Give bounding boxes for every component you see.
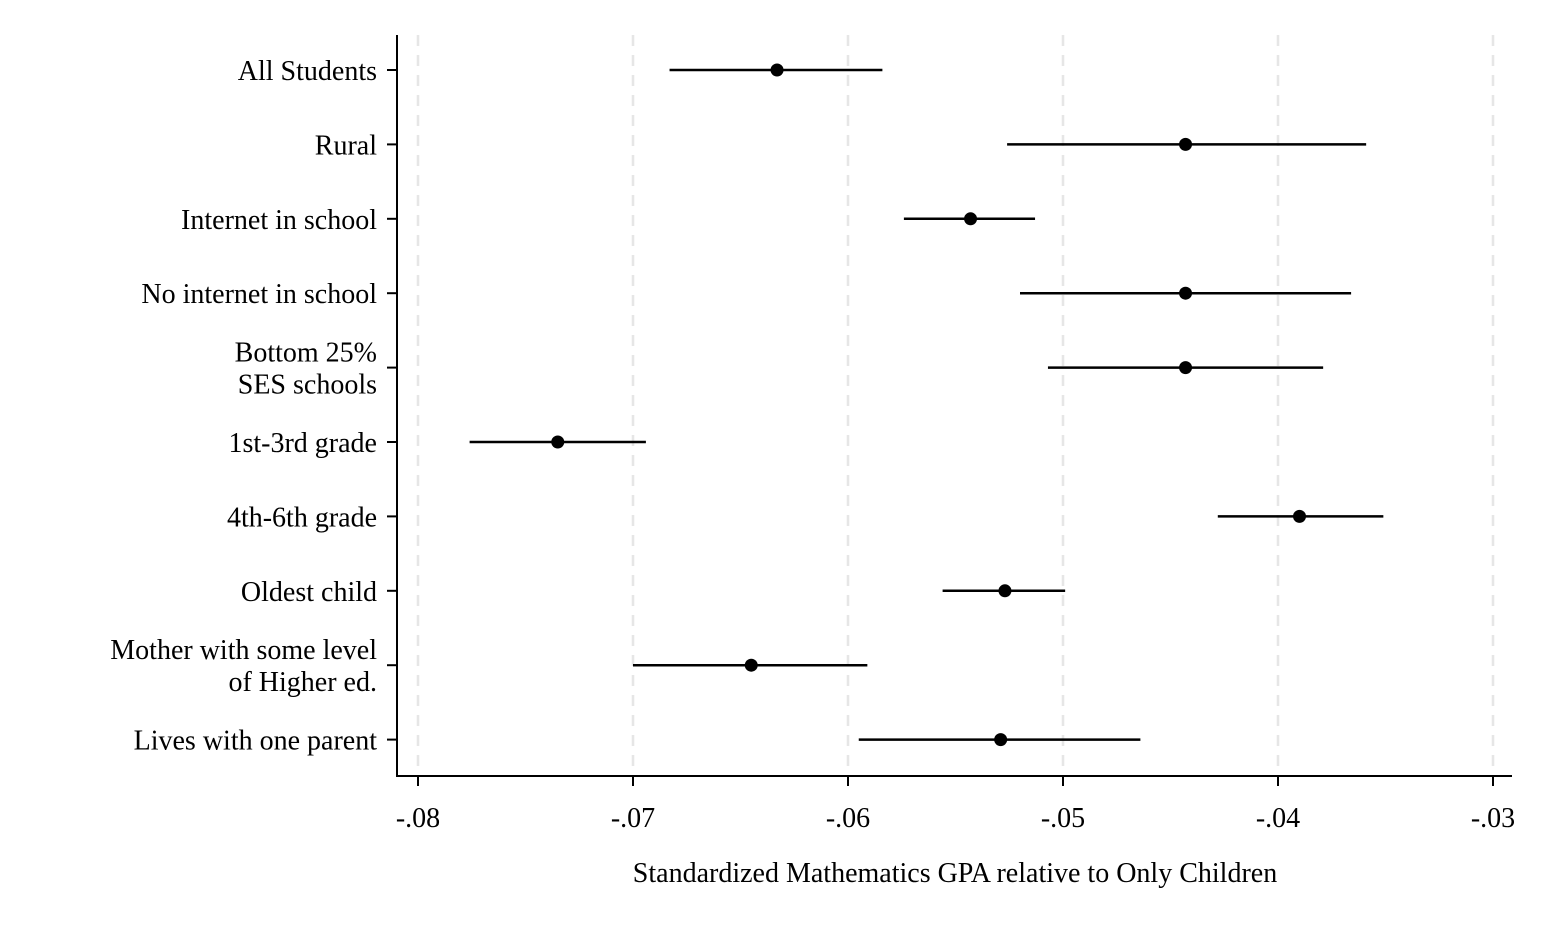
row-label-9: Lives with one parent [134,726,378,757]
row-label-6: 4th-6th grade [227,502,377,533]
x-tick-label-3: -.05 [1041,803,1085,834]
estimates [469,63,1384,747]
row-labels: All Students Rural Internet in school No in… [110,56,377,757]
point-estimate-2 [964,212,978,226]
point-estimate-7 [998,584,1012,598]
point-estimate-1 [1179,137,1193,151]
row-label-8-line-1: of Higher ed. [228,667,377,698]
point-estimate-0 [770,63,784,77]
row-label-1: Rural [315,130,377,161]
point-estimate-9 [994,733,1008,747]
x-tick-label-5: -.03 [1471,803,1515,834]
x-tick-label-1: -.07 [611,803,655,834]
point-estimate-8 [744,658,758,672]
row-label-8-line-0: Mother with some level [110,635,377,666]
x-tick-label-2: -.06 [826,803,870,834]
point-estimate-5 [551,435,565,449]
point-estimate-6 [1293,509,1306,523]
point-estimate-4 [1179,361,1193,375]
row-label-5: 1st-3rd grade [228,428,377,459]
x-tick-labels: -.08 -.07 -.06 -.05 -.04 -.03 [396,803,1515,834]
x-tick-label-0: -.08 [396,803,440,834]
row-label-4-line-1: SES schools [238,370,377,401]
x-tick-label-4: -.04 [1256,803,1300,834]
point-estimate-3 [1179,286,1193,300]
axes [387,35,1512,786]
row-label-7: Oldest child [241,577,377,608]
row-label-3: No internet in school [141,279,377,310]
gridlines [416,35,1495,776]
row-label-4-line-0: Bottom 25% [235,338,377,369]
row-label-0: All Students [238,56,377,87]
x-axis-title: Standardized Mathematics GPA relative to… [633,858,1277,889]
row-label-2: Internet in school [181,205,377,236]
